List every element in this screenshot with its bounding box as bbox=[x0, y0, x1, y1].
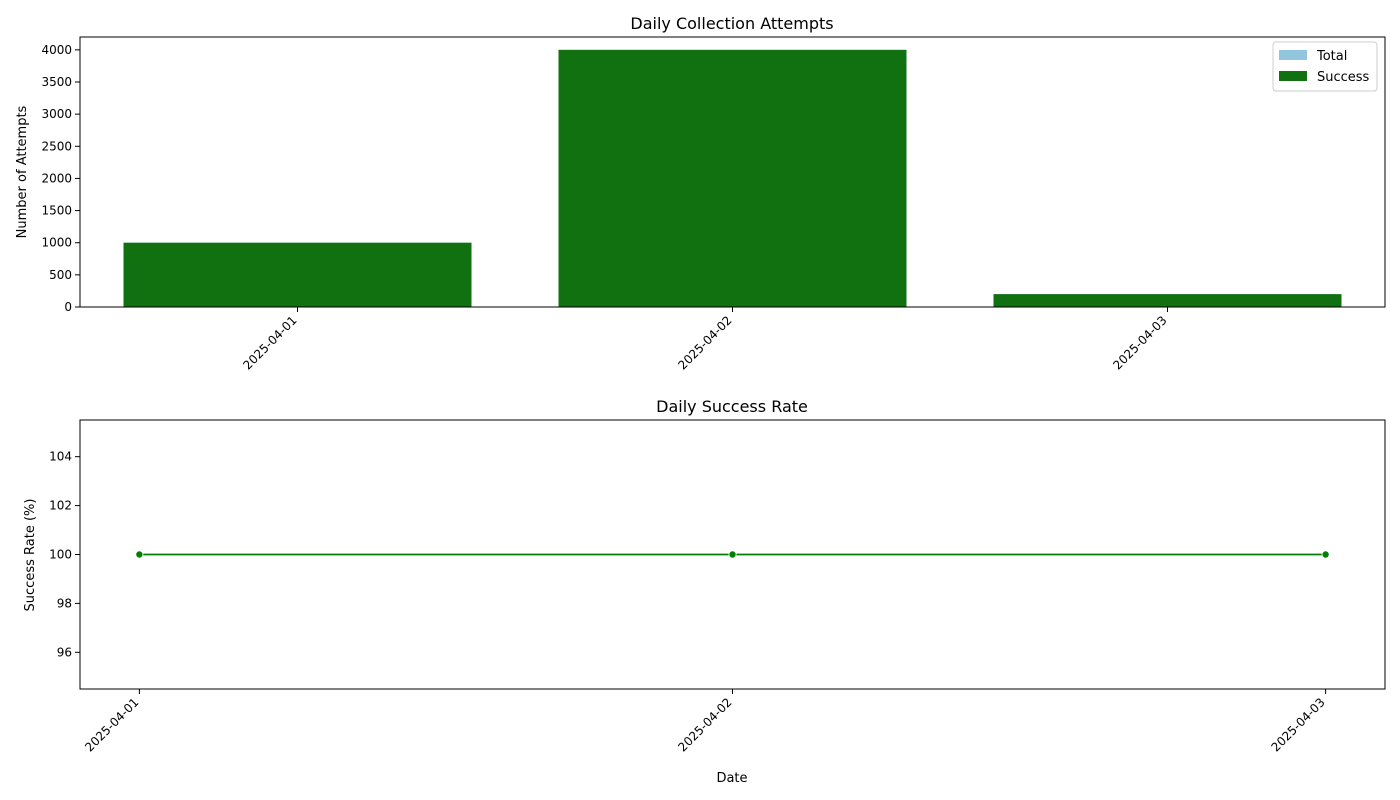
x-tick-label: 2025-04-02 bbox=[675, 313, 734, 372]
x-tick-label: 2025-04-01 bbox=[240, 313, 299, 372]
y-tick-label: 96 bbox=[57, 645, 72, 659]
legend-swatch-success bbox=[1279, 71, 1307, 81]
chart-title: Daily Collection Attempts bbox=[630, 14, 833, 33]
bar-success-2025-04-01 bbox=[123, 242, 472, 307]
y-tick-label: 1500 bbox=[41, 204, 72, 218]
chart-title: Daily Success Rate bbox=[656, 397, 808, 416]
y-tick-label: 1000 bbox=[41, 236, 72, 250]
legend-label-success: Success bbox=[1317, 70, 1370, 85]
x-ticks: 2025-04-01 2025-04-02 2025-04-03 bbox=[82, 689, 1328, 754]
x-tick-label: 2025-04-03 bbox=[1110, 313, 1169, 372]
y-ticks: 0 500 1000 1500 2000 2500 3000 3500 4000 bbox=[41, 43, 80, 314]
legend-swatch-total bbox=[1279, 50, 1307, 60]
series-line-group bbox=[135, 550, 1330, 559]
x-axis-label: Date bbox=[716, 771, 747, 786]
legend: Total Success bbox=[1272, 41, 1378, 92]
y-tick-label: 100 bbox=[49, 548, 72, 562]
x-tick-label: 2025-04-01 bbox=[82, 695, 141, 754]
y-axis-label: Success Rate (%) bbox=[23, 499, 38, 612]
y-tick-label: 4000 bbox=[41, 43, 72, 57]
y-ticks: 96 98 100 102 104 bbox=[49, 450, 80, 659]
y-tick-label: 104 bbox=[49, 450, 72, 464]
bar-chart-collection-attempts: Daily Collection Attempts Number of Atte… bbox=[15, 14, 1386, 372]
y-tick-label: 3500 bbox=[41, 75, 72, 89]
y-axis-label: Number of Attempts bbox=[15, 105, 30, 238]
y-tick-label: 2000 bbox=[41, 171, 72, 185]
legend-label-total: Total bbox=[1316, 49, 1347, 64]
bar-success-2025-04-03 bbox=[993, 294, 1342, 307]
x-tick-label: 2025-04-03 bbox=[1269, 695, 1328, 754]
y-tick-label: 102 bbox=[49, 499, 72, 513]
y-tick-label: 500 bbox=[49, 268, 72, 282]
x-tick-label: 2025-04-02 bbox=[675, 695, 734, 754]
y-tick-label: 0 bbox=[64, 300, 72, 314]
y-tick-label: 2500 bbox=[41, 139, 72, 153]
data-point-2025-04-02 bbox=[728, 550, 737, 559]
data-point-2025-04-03 bbox=[1321, 550, 1330, 559]
line-chart-success-rate: Daily Success Rate Success Rate (%) Date… bbox=[23, 397, 1386, 786]
plot-frame bbox=[79, 36, 1386, 308]
bar-success-2025-04-02 bbox=[558, 49, 907, 307]
x-ticks: 2025-04-01 2025-04-02 2025-04-03 bbox=[240, 307, 1170, 372]
plot-frame bbox=[79, 419, 1386, 690]
bars-group bbox=[123, 49, 1342, 307]
data-point-2025-04-01 bbox=[135, 550, 144, 559]
y-tick-label: 98 bbox=[57, 596, 72, 610]
y-tick-label: 3000 bbox=[41, 107, 72, 121]
